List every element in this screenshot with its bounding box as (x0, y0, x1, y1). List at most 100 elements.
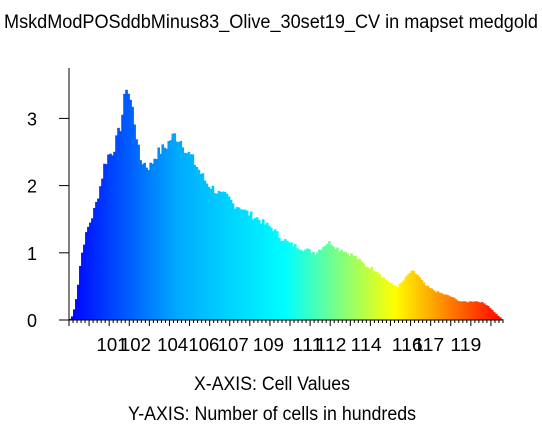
histogram-bar (396, 287, 400, 320)
histogram-bar (69, 318, 72, 320)
histogram-bar (263, 224, 267, 320)
histogram-bar (404, 276, 408, 320)
histogram-bar (265, 222, 269, 320)
histogram-bars (69, 89, 504, 321)
histogram-bar (334, 248, 337, 320)
histogram-bar (235, 207, 239, 320)
histogram-bar (482, 303, 486, 320)
histogram-bar (292, 246, 295, 320)
histogram-bar (107, 154, 110, 320)
histogram-bar (484, 304, 488, 320)
histogram-bar (223, 191, 227, 320)
chart-title: MskdModPOSddbMinus83_Olive_30set19_CV in… (4, 12, 538, 33)
histogram-bar (155, 159, 159, 320)
histogram-bar (111, 155, 114, 320)
y-tick-label: 2 (27, 177, 37, 197)
histogram-bar (85, 232, 88, 320)
histogram-bar (211, 185, 215, 320)
histogram-bar (219, 191, 223, 320)
histogram-bar (259, 223, 263, 320)
histogram-bar (271, 231, 275, 320)
histogram-bar (257, 219, 261, 320)
histogram-bar (141, 164, 144, 320)
histogram-bar (185, 153, 189, 320)
histogram-bar (215, 193, 219, 320)
histogram-bar (243, 209, 247, 320)
histogram-bar (123, 93, 126, 320)
histogram-bar (446, 295, 450, 320)
histogram-bar (328, 241, 331, 320)
histogram-bar (245, 210, 249, 320)
histogram-bar (205, 183, 209, 320)
histogram-bar (422, 282, 426, 320)
histogram-bar (294, 244, 297, 320)
histogram-bar (390, 282, 394, 320)
x-tick-label: 104 (157, 335, 188, 355)
histogram-bar (207, 186, 211, 320)
histogram-bar (103, 163, 106, 320)
histogram-bar (129, 99, 132, 320)
histogram-bar (388, 282, 392, 320)
histogram-bar (267, 225, 271, 320)
histogram-bar (476, 301, 480, 320)
x-tick-label: 109 (253, 335, 284, 355)
histogram-bar (306, 248, 309, 320)
y-axis-label: Y-AXIS: Number of cells in hundreds (128, 404, 416, 425)
histogram-bar (438, 292, 442, 320)
histogram-bar (251, 219, 255, 320)
histogram-bar (191, 154, 195, 320)
histogram-bar (187, 151, 191, 320)
histogram-bar (213, 193, 217, 320)
histogram-bar (177, 142, 181, 320)
y-axis-ticks: 0 1 2 3 (27, 109, 69, 331)
histogram-bar (340, 249, 343, 320)
histogram-bar (394, 285, 398, 320)
histogram-bar (470, 301, 474, 320)
histogram-bar (346, 253, 349, 320)
histogram-bar (356, 259, 359, 320)
histogram-bar (75, 299, 78, 320)
histogram-bar (290, 242, 293, 320)
histogram-bar (322, 246, 325, 320)
histogram-bar (384, 279, 388, 320)
x-tick-label: 116 (392, 335, 423, 355)
histogram-bar (342, 251, 345, 320)
histogram-bar (239, 209, 243, 320)
histogram-bar (376, 272, 380, 320)
histogram-bar (302, 251, 305, 320)
histogram-bar (137, 144, 140, 320)
histogram-bar (450, 297, 454, 320)
histogram-bar (298, 249, 301, 320)
histogram-bar (472, 301, 476, 320)
histogram-bar (492, 312, 496, 320)
histogram-bar (151, 163, 154, 320)
histogram-bar (197, 169, 201, 320)
histogram-bar (300, 250, 303, 320)
histogram-bar (105, 164, 108, 320)
histogram-bar (279, 241, 283, 320)
histogram-bar (378, 274, 382, 320)
histogram-bar (326, 243, 329, 320)
histogram-bar (241, 209, 245, 320)
histogram-bar (237, 207, 241, 320)
histogram-bar (426, 285, 430, 320)
histogram-bar (486, 305, 490, 320)
histogram-bar (408, 272, 412, 320)
histogram-bar (336, 247, 339, 320)
histogram-bar (147, 170, 150, 320)
histogram-bar (434, 292, 438, 320)
x-tick-label: 117 (413, 335, 444, 355)
histogram-bar (173, 133, 177, 320)
histogram-bar (310, 253, 313, 320)
histogram-bar (448, 296, 452, 320)
histogram-bar (374, 271, 378, 320)
histogram-bar (97, 198, 100, 320)
histogram-bar (221, 191, 225, 320)
histogram-bar (478, 302, 482, 320)
histogram-bar (352, 255, 355, 320)
histogram-bar (83, 244, 86, 320)
histogram-bar (179, 140, 183, 320)
histogram-bar (480, 302, 484, 320)
histogram-bar (217, 190, 221, 320)
